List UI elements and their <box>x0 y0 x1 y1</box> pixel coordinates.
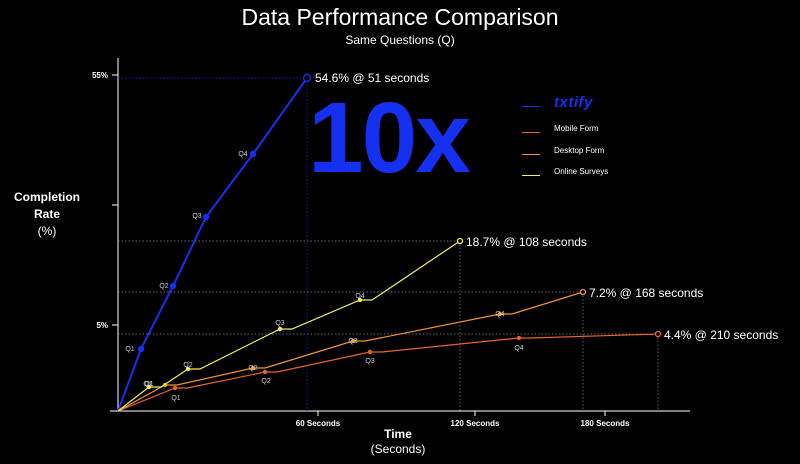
legend-label-mobile: Mobile Form <box>554 124 599 133</box>
series-line-mobile <box>117 333 659 412</box>
legend-swatch-txtify <box>522 106 540 107</box>
legend-label-desktop: Desktop Form <box>554 146 605 155</box>
end-label-txtify: 54.6% @ 51 seconds <box>315 71 429 85</box>
series-line-txtify <box>117 77 308 412</box>
legend-item-desktop: Desktop Form <box>520 146 720 166</box>
legend-swatch-desktop <box>522 154 540 155</box>
data-label-mobile: Q4 <box>514 345 523 352</box>
data-point-mobile <box>367 349 373 355</box>
legend-swatch-surveys <box>522 175 540 176</box>
data-label-mobile: Q3 <box>365 358 374 365</box>
end-point-txtify <box>302 73 312 83</box>
data-label-txtify: Q3 <box>192 213 201 220</box>
data-label-desktop: Q3 <box>348 338 357 345</box>
chart-subtitle: Same Questions (Q) <box>345 33 455 47</box>
x-axis-label: Time (Seconds) <box>350 427 446 457</box>
data-point-mobile <box>262 369 268 375</box>
data-point-txtify <box>249 150 257 158</box>
end-point-surveys <box>456 237 464 245</box>
data-point-surveys <box>146 384 152 390</box>
x-axis-unit: (Seconds) <box>370 442 426 456</box>
series-line-surveys <box>117 240 461 412</box>
data-label-desktop: Q1 <box>143 381 152 388</box>
y-tick-label: 5% <box>96 321 108 330</box>
data-point-mobile <box>516 335 522 341</box>
x-tick-label: 60 Seconds <box>296 419 341 428</box>
series-line-desktop <box>117 291 584 412</box>
data-label-surveys: Q4 <box>355 293 364 300</box>
x-tick-label: 180 Seconds <box>581 419 630 428</box>
data-label-mobile: Q2 <box>261 378 270 385</box>
y-axis-unit: (%) <box>37 224 57 238</box>
data-label-desktop: Q4 <box>495 311 504 318</box>
data-point-surveys <box>185 366 191 372</box>
legend-item-mobile: Mobile Form <box>520 124 720 144</box>
data-point-txtify <box>202 213 210 221</box>
data-label-surveys: Q2 <box>183 362 192 369</box>
highlight-multiplier: 10x <box>308 82 471 194</box>
data-label-mobile: Q1 <box>171 395 180 402</box>
data-point-txtify <box>169 282 177 290</box>
x-tick-label: 120 Seconds <box>451 419 500 428</box>
end-label-mobile: 4.4% @ 210 seconds <box>664 328 778 342</box>
data-point-desktop <box>250 365 256 371</box>
data-label-surveys: Q3 <box>275 320 284 327</box>
end-label-surveys: 18.7% @ 108 seconds <box>466 235 587 249</box>
data-label-desktop: Q2 <box>248 365 257 372</box>
data-point-desktop <box>350 338 356 344</box>
legend-label-surveys: Online Surveys <box>554 167 609 176</box>
txtify-logo: txtify <box>554 94 593 111</box>
x-axis-title: Time <box>384 427 412 441</box>
data-label-txtify: Q2 <box>159 283 168 290</box>
legend-item-surveys: Online Surveys <box>520 167 720 187</box>
data-label-surveys: Q1 <box>144 381 153 388</box>
y-tick-label: 55% <box>92 71 108 80</box>
data-point-txtify <box>137 345 145 353</box>
end-point-desktop <box>579 288 587 296</box>
data-point-surveys <box>357 297 363 303</box>
end-point-mobile <box>654 330 662 338</box>
data-point-surveys <box>277 326 283 332</box>
y-axis-title: Completion Rate <box>14 190 80 221</box>
legend-item-txtify: txtify <box>520 94 720 114</box>
y-axis-label: Completion Rate (%) <box>6 189 88 240</box>
data-point-mobile <box>172 385 178 391</box>
end-label-desktop: 7.2% @ 168 seconds <box>589 286 703 300</box>
data-point-desktop <box>497 311 503 317</box>
legend-swatch-mobile <box>522 132 540 133</box>
data-label-txtify: Q4 <box>238 151 247 158</box>
chart-title: Data Performance Comparison <box>241 4 559 30</box>
data-label-txtify: Q1 <box>125 346 134 353</box>
